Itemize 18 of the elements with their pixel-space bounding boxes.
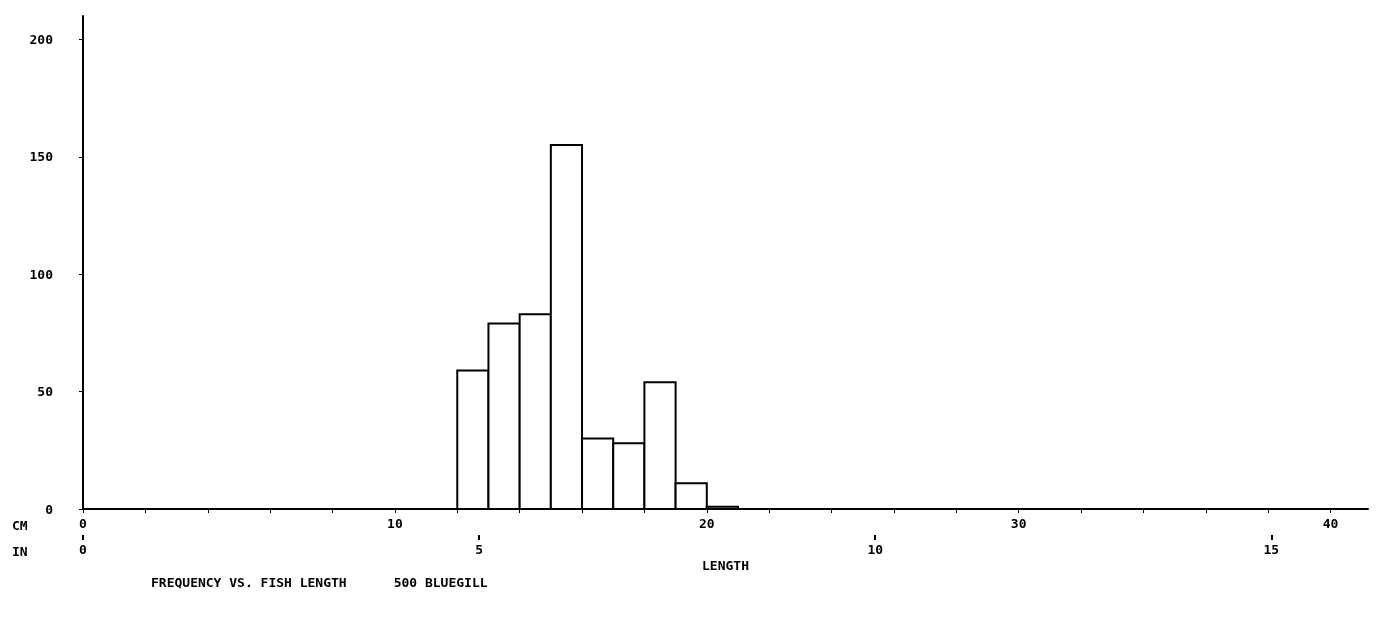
x2-tick-label: 5 (475, 542, 484, 557)
y-tick-label: 150 (29, 149, 54, 165)
y-tick-label: 50 (37, 384, 54, 400)
x-axis-title: LENGTH (702, 558, 749, 573)
x2-tick-label: 0 (79, 542, 88, 557)
x2-tick-label: 10 (867, 542, 884, 557)
x-tick-label: 30 (1010, 516, 1027, 531)
x-tick-label: 10 (387, 516, 403, 531)
x-tick-label: 20 (698, 516, 715, 531)
x-tick-label: 40 (1322, 516, 1339, 531)
text: FREQUENCY VS. FISH LENGTH 500 BLUEGILL (151, 575, 488, 590)
y-tick-label: 0 (45, 501, 54, 517)
text: IN (12, 544, 28, 559)
x-tick-label: 0 (79, 516, 88, 531)
y-tick-label: 200 (29, 31, 54, 47)
text: CM (12, 518, 28, 533)
y-tick-label: 100 (29, 266, 54, 282)
x2-tick-label: 15 (1263, 542, 1280, 557)
